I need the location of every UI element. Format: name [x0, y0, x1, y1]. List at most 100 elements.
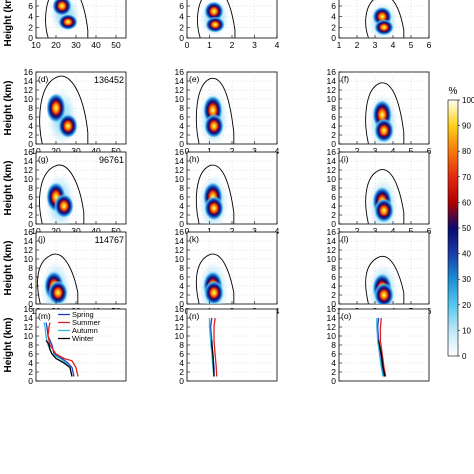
y-tick-label: 4	[28, 201, 33, 211]
x-tick-label: 30	[71, 226, 81, 236]
y-axis-title: Height (km)	[3, 0, 14, 47]
y-tick-label: 10	[327, 94, 337, 104]
outline-contour	[195, 77, 235, 144]
x-tick-label: 2	[230, 226, 235, 236]
y-tick-label: 6	[28, 272, 33, 282]
y-tick-label: 2	[331, 22, 336, 32]
y-tick-label: 6	[28, 192, 33, 202]
y-tick-label: 16	[175, 147, 185, 157]
y-tick-label: 6	[179, 349, 184, 359]
x-tick-label: 3	[252, 146, 257, 156]
sample-count: 114767	[95, 235, 124, 245]
outline-contour	[365, 82, 405, 144]
y-tick-label: 4	[179, 121, 184, 131]
x-tick-label: 4	[275, 40, 280, 50]
plot-content	[45, 0, 89, 38]
x-tick-label: 3	[373, 226, 378, 236]
series-line-winter	[377, 340, 386, 377]
y-tick-label: 0	[179, 139, 184, 149]
y-tick-label: 12	[175, 322, 185, 332]
x-tick-label: 3	[252, 40, 257, 50]
y-tick-label: 4	[28, 121, 33, 131]
x-tick-label: 2	[230, 146, 235, 156]
y-tick-label: 0	[179, 33, 184, 43]
y-tick-label: 10	[175, 174, 185, 184]
y-tick-label: 10	[24, 94, 34, 104]
x-tick-label: 0	[185, 226, 190, 236]
x-tick-label: 2	[355, 146, 360, 156]
y-tick-label: 0	[28, 376, 33, 386]
y-tick-label: 8	[331, 340, 336, 350]
y-tick-label: 8	[179, 340, 184, 350]
y-axis-title: Height (km)	[3, 241, 14, 296]
x-tick-label: 30	[71, 146, 81, 156]
x-tick-label: 1	[337, 40, 342, 50]
density-peak	[374, 198, 394, 223]
plot-content	[365, 82, 405, 144]
plot-content	[197, 0, 236, 38]
outline-contour	[45, 0, 89, 38]
y-tick-label: 2	[179, 367, 184, 377]
outline-contour	[39, 75, 89, 144]
plot-content	[195, 77, 235, 144]
y-tick-label: 16	[24, 227, 34, 237]
y-tick-label: 8	[331, 183, 336, 193]
x-tick-label: 6	[427, 40, 432, 50]
density-peak	[204, 280, 224, 304]
panel-label: (f)	[341, 74, 349, 84]
y-tick-label: 14	[327, 76, 337, 86]
x-tick-label: 1	[337, 146, 342, 156]
x-tick-label: 50	[111, 40, 121, 50]
series-line-summer	[379, 317, 387, 377]
y-tick-label: 16	[175, 227, 185, 237]
x-tick-label: 5	[409, 40, 414, 50]
x-tick-label: 40	[91, 40, 101, 50]
y-tick-label: 12	[327, 85, 337, 95]
x-tick-label: 20	[51, 146, 61, 156]
series-line-autumn	[376, 318, 384, 377]
y-tick-label: 2	[331, 130, 336, 140]
outline-contour	[197, 0, 236, 38]
y-tick-label: 0	[331, 219, 336, 229]
y-tick-label: 6	[331, 192, 336, 202]
x-tick-label: 40	[91, 226, 101, 236]
y-tick-label: 10	[24, 174, 34, 184]
y-tick-label: 4	[331, 358, 336, 368]
y-tick-label: 2	[28, 210, 33, 220]
y-tick-label: 12	[175, 165, 185, 175]
x-tick-label: 6	[427, 226, 432, 236]
x-tick-label: 2	[355, 226, 360, 236]
density-peak	[374, 282, 394, 304]
y-tick-label: 4	[28, 12, 33, 22]
y-tick-label: 12	[24, 245, 34, 255]
y-tick-label: 4	[179, 281, 184, 291]
y-tick-label: 4	[179, 358, 184, 368]
y-tick-label: 12	[175, 245, 185, 255]
colorbar-tick-label: 0	[462, 352, 467, 361]
x-tick-label: 0	[185, 40, 190, 50]
y-tick-label: 6	[28, 112, 33, 122]
y-tick-label: 2	[179, 22, 184, 32]
y-tick-label: 2	[331, 290, 336, 300]
density-peak	[52, 0, 72, 17]
x-tick-label: 50	[111, 226, 121, 236]
density-peak	[46, 92, 66, 124]
y-tick-label: 8	[28, 340, 33, 350]
plot-content	[365, 256, 405, 304]
x-tick-label: 6	[427, 146, 432, 156]
colorbar-tick-label: 30	[462, 275, 471, 284]
density-peak	[48, 280, 68, 304]
y-tick-label: 12	[24, 85, 34, 95]
y-tick-label: 6	[179, 192, 184, 202]
x-tick-label: 3	[373, 146, 378, 156]
y-tick-label: 8	[179, 263, 184, 273]
y-tick-label: 0	[179, 376, 184, 386]
y-tick-label: 6	[179, 1, 184, 11]
y-tick-label: 4	[331, 12, 336, 22]
